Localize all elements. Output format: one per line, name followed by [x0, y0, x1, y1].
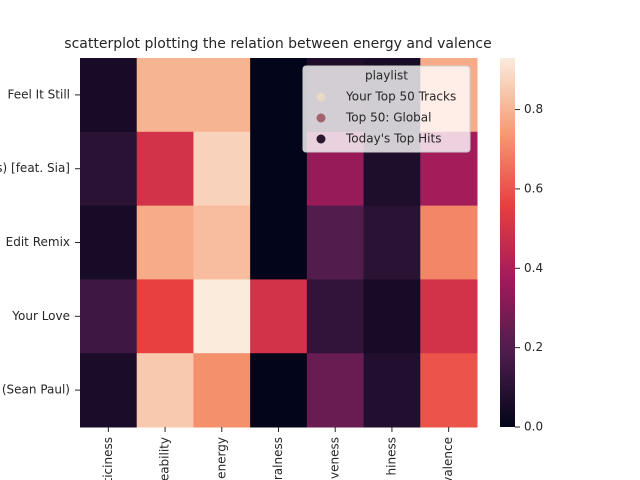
heatmap-cell	[193, 58, 251, 133]
chart-title: scatterplot plotting the relation betwee…	[64, 36, 491, 52]
legend-label: Your Top 50 Tracks	[345, 90, 456, 104]
heatmap-cell	[193, 131, 251, 207]
heatmap-cell	[250, 353, 308, 428]
colorbar-tick-label: 0.0	[524, 420, 543, 434]
heatmap-cell	[193, 205, 251, 280]
colorbar	[500, 58, 515, 427]
x-tick-label: ralness	[271, 437, 285, 480]
legend-marker	[316, 113, 326, 123]
heatmap-cell	[136, 353, 194, 428]
x-tick-label: hiness	[384, 437, 398, 475]
legend-title: playlist	[365, 69, 408, 83]
heatmap-cell	[250, 58, 308, 133]
y-tick-label: Edit Remix	[6, 235, 70, 249]
y-tick-label: (Sean Paul)	[2, 383, 70, 397]
legend-marker	[316, 134, 326, 144]
heatmap-cell	[363, 205, 421, 280]
heatmap-cell	[80, 205, 138, 280]
heatmap-cell	[193, 353, 251, 428]
legend-label: Top 50: Global	[345, 111, 431, 125]
x-tick-label: veness	[328, 437, 342, 479]
legend-box	[302, 65, 471, 153]
heatmap-cell	[136, 279, 194, 354]
y-tick-label: Your Love	[11, 309, 70, 323]
heatmap-cell	[136, 58, 194, 133]
heatmap-cell	[80, 279, 138, 354]
legend-label: Today's Top Hits	[345, 132, 441, 146]
heatmap-cell	[136, 205, 194, 280]
heatmap-cell	[363, 353, 421, 428]
heatmap-cell	[250, 279, 308, 354]
legend-marker	[316, 92, 326, 102]
heatmap-cell	[80, 131, 138, 207]
heatmap-cell	[80, 58, 138, 133]
heatmap-cell	[420, 279, 478, 354]
colorbar-tick-label: 0.6	[524, 181, 543, 195]
heatmap-cell	[250, 131, 308, 207]
x-tick-label: energy	[214, 437, 228, 479]
heatmap-cell	[250, 205, 308, 280]
y-tick-label: s) [feat. Sia]	[0, 161, 70, 175]
x-tick-label: ticiness	[101, 437, 115, 480]
heatmap-cell	[363, 279, 421, 354]
heatmap-cell	[306, 279, 365, 354]
heatmap-cell	[306, 353, 365, 428]
heatmap-cell	[193, 279, 251, 354]
heatmap-cell	[420, 205, 478, 280]
heatmap-cell	[306, 205, 365, 280]
heatmap-cell	[136, 131, 194, 207]
heatmap-cell	[420, 353, 478, 428]
heatmap-cell	[80, 353, 138, 428]
colorbar-tick-label: 0.2	[524, 340, 543, 354]
x-tick-label: valence	[441, 437, 455, 480]
x-tick-label: eability	[158, 437, 172, 480]
colorbar-tick-label: 0.8	[524, 102, 543, 116]
y-tick-label: Feel It Still	[7, 87, 70, 101]
colorbar-tick-label: 0.4	[524, 261, 543, 275]
